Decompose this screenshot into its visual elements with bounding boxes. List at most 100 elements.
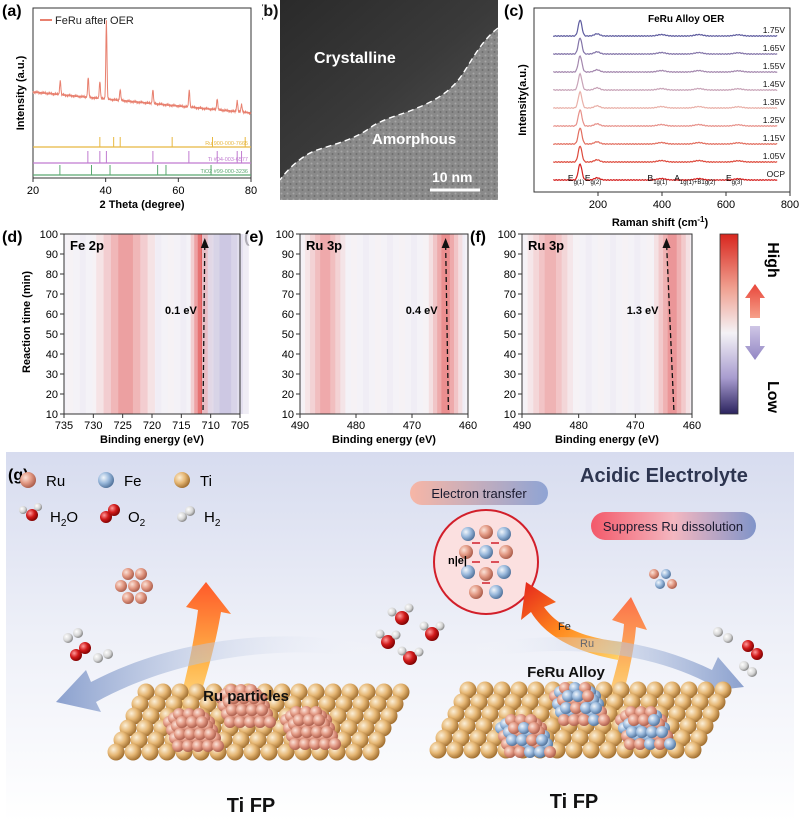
- heatmap-shift-annotation: 0.1 eV: [165, 305, 197, 317]
- raman-series-line: [552, 90, 778, 110]
- legend-hydrogen-icon: [177, 506, 195, 522]
- heatmap-texture: [67, 234, 74, 414]
- cluster-atom: [590, 702, 602, 714]
- cluster-atom: [236, 704, 248, 716]
- raman-x-tick-label: 200: [589, 199, 607, 211]
- cluster-atom: [291, 726, 303, 738]
- legend-fe-label: Fe: [124, 473, 142, 490]
- heatmap-texture: [180, 234, 187, 414]
- cluster-atom: [654, 738, 666, 750]
- cluster-atom: [644, 738, 656, 750]
- raman-chart: (c) FeRu Alloy OER OCP 1.05V 1.15V 1.25V 1.3…: [504, 3, 799, 229]
- cluster-atom: [196, 716, 208, 728]
- left-ru-particles: [163, 684, 341, 752]
- cluster-atom: [568, 714, 580, 726]
- heatmap-frame: [521, 233, 693, 415]
- cluster-atom: [562, 690, 574, 702]
- heatmap-texture: [597, 234, 604, 414]
- detached-ru-cluster-icon: [115, 568, 153, 604]
- cluster-atom: [202, 740, 214, 752]
- raman-series-label: OCP: [767, 169, 786, 179]
- cluster-atom: [254, 716, 266, 728]
- cluster-atom: [301, 726, 313, 738]
- cluster-atom: [514, 746, 526, 758]
- xrd-x-tick-label: 60: [172, 185, 184, 197]
- cluster-atom: [588, 714, 600, 726]
- lattice-atom: [479, 545, 493, 559]
- heatmap-band: [320, 234, 331, 414]
- xrd-reference-label: TiO2 #99-000-3236: [201, 169, 249, 175]
- schematic-svg: (g) Acidic Electrolyte Ru Fe Ti H2O O2 H…: [6, 452, 794, 822]
- heatmap-texture: [351, 234, 357, 414]
- heatmap-x-tick-label: 490: [513, 420, 531, 432]
- cluster-atom: [560, 702, 572, 714]
- cluster-atom: [192, 740, 204, 752]
- heatmap-x-tick-label: 470: [403, 420, 421, 432]
- cluster-atom: [244, 716, 256, 728]
- heatmap-x-tick-label: 470: [626, 420, 644, 432]
- xrd-chart: (a) FeRu after OER Ru 900-000-7665 Ti #04…: [2, 3, 257, 211]
- heatmap-texture: [634, 234, 641, 414]
- heatmap-x-tick-label: 715: [172, 420, 190, 432]
- ti-atom: [260, 743, 278, 761]
- electron-transfer-pill: [410, 481, 548, 505]
- heatmap-y-tick-label: 50: [46, 329, 58, 341]
- heatmap-band: [219, 234, 232, 414]
- heatmap-xlabel: Binding energy (eV): [555, 434, 659, 446]
- raman-xlabel-main: Raman shift (cm: [612, 217, 698, 229]
- cluster-atom: [624, 738, 636, 750]
- heatmap-texture: [387, 234, 393, 414]
- ti-atom: [345, 743, 363, 761]
- cluster-atom: [526, 734, 538, 746]
- cluster-atom: [256, 704, 268, 716]
- raman-x-tick-label: 600: [717, 199, 735, 211]
- raman-series-group: OCP 1.05V 1.15V 1.25V 1.35V 1.45V 1.55V 1.65V 1.…: [552, 19, 786, 182]
- lattice-atom: [489, 585, 503, 599]
- raman-peak-label: Eg(1): [568, 173, 584, 186]
- colorbar-high-label: High: [764, 242, 781, 278]
- heatmap-arrowhead-icon: [200, 238, 209, 248]
- xrd-reference-label: Ru 900-000-7665: [205, 141, 248, 147]
- heatmap-x-tick-label: 480: [569, 420, 587, 432]
- cluster-atom: [172, 740, 184, 752]
- electron-transfer-label: Electron transfer: [431, 486, 527, 501]
- cluster-atom: [634, 738, 646, 750]
- ti-atom: [463, 741, 481, 759]
- heatmap-y-tick-label: 80: [46, 269, 58, 281]
- colorbar-up-arrow-icon: [745, 284, 765, 318]
- heatmap-x-tick-label: 720: [143, 420, 161, 432]
- heatmap-y-tick-label: 30: [282, 369, 294, 381]
- cluster-atom: [224, 716, 236, 728]
- cluster-atom: [186, 716, 198, 728]
- ti-atom: [599, 741, 617, 759]
- cluster-atom: [638, 714, 650, 726]
- heatmap-xlabel: Binding energy (eV): [332, 434, 436, 446]
- cluster-atom: [656, 726, 668, 738]
- legend-ti-label: Ti: [200, 473, 212, 490]
- heatmap-y-tick-label: 40: [46, 349, 58, 361]
- raman-peak-label: A1g(1)+B1g(2): [674, 173, 715, 186]
- legend-ru-label: Ru: [46, 473, 65, 490]
- legend-water-label: H2O: [50, 509, 78, 529]
- cluster-atom: [534, 746, 546, 758]
- right-feru-particles: [495, 682, 676, 758]
- right-o2-h2-molecules-icon: [713, 627, 763, 677]
- right-substrate-label: Ti FP: [550, 791, 599, 813]
- cluster-atom: [536, 734, 548, 746]
- heatmap-y-tick-label: 60: [504, 309, 516, 321]
- cluster-atom: [580, 702, 592, 714]
- cluster-atom: [570, 702, 582, 714]
- cluster-atom: [289, 738, 301, 750]
- raman-peak-label: B1g(1): [648, 173, 668, 186]
- cluster-atom: [204, 728, 216, 740]
- raman-peak-label: Eg(2): [585, 173, 601, 186]
- cluster-atom: [228, 692, 240, 704]
- schematic-panel: (g) Acidic Electrolyte Ru Fe Ti H2O O2 H…: [6, 452, 794, 822]
- tem-boundary-line: [279, 27, 499, 181]
- heatmap-xlabel: Binding energy (eV): [100, 434, 204, 446]
- heatmap-y-tick-label: 90: [46, 249, 58, 261]
- cluster-atom: [176, 716, 188, 728]
- cluster-atom: [516, 734, 528, 746]
- lattice-atom: [459, 545, 473, 559]
- panel-label-d: (d): [2, 229, 22, 246]
